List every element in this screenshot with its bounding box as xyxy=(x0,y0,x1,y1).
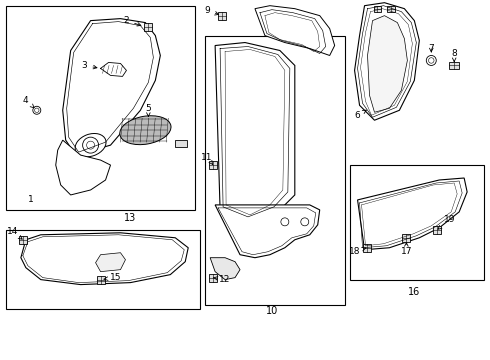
Text: 19: 19 xyxy=(438,215,455,229)
Bar xyxy=(145,23,152,31)
Ellipse shape xyxy=(75,134,106,157)
Text: 5: 5 xyxy=(146,104,151,116)
Text: 15: 15 xyxy=(104,273,121,282)
Polygon shape xyxy=(96,253,125,272)
Bar xyxy=(388,6,395,12)
Circle shape xyxy=(429,58,434,63)
Text: 10: 10 xyxy=(266,306,278,316)
Circle shape xyxy=(83,137,98,153)
Polygon shape xyxy=(215,205,319,258)
Bar xyxy=(175,140,187,147)
Text: 14: 14 xyxy=(7,227,22,239)
Bar xyxy=(449,62,459,69)
Bar xyxy=(6,6,195,210)
Text: 17: 17 xyxy=(401,243,412,256)
Polygon shape xyxy=(215,42,295,220)
Circle shape xyxy=(35,108,39,112)
Polygon shape xyxy=(56,140,111,195)
Text: 1: 1 xyxy=(28,195,34,204)
Circle shape xyxy=(281,218,289,226)
Bar xyxy=(433,226,441,234)
Circle shape xyxy=(33,106,41,114)
Polygon shape xyxy=(63,19,160,155)
Bar xyxy=(363,244,370,252)
Text: 11: 11 xyxy=(201,153,213,165)
Bar xyxy=(373,6,382,12)
Circle shape xyxy=(301,218,309,226)
Text: 3: 3 xyxy=(82,61,97,70)
Text: 13: 13 xyxy=(124,213,137,223)
Circle shape xyxy=(87,141,95,149)
Text: 6: 6 xyxy=(355,110,367,120)
Bar xyxy=(205,36,344,305)
Bar xyxy=(402,234,410,242)
Bar xyxy=(209,274,217,282)
Polygon shape xyxy=(255,6,335,55)
Bar xyxy=(209,161,217,169)
Bar xyxy=(19,236,27,244)
Text: 9: 9 xyxy=(204,6,219,15)
Ellipse shape xyxy=(120,116,171,145)
Circle shape xyxy=(426,55,436,66)
Text: 12: 12 xyxy=(214,275,231,284)
Text: 16: 16 xyxy=(408,287,420,297)
Bar xyxy=(218,12,226,20)
Bar xyxy=(349,165,484,280)
Text: 4: 4 xyxy=(23,96,34,108)
Polygon shape xyxy=(21,233,188,285)
Text: 2: 2 xyxy=(123,16,141,26)
Polygon shape xyxy=(355,3,419,120)
Bar xyxy=(6,230,200,310)
Polygon shape xyxy=(368,15,407,112)
Text: 8: 8 xyxy=(451,49,457,62)
Polygon shape xyxy=(210,258,240,280)
Polygon shape xyxy=(358,178,467,250)
Text: 18: 18 xyxy=(349,247,366,256)
Bar xyxy=(97,276,104,284)
Text: 7: 7 xyxy=(428,44,434,53)
